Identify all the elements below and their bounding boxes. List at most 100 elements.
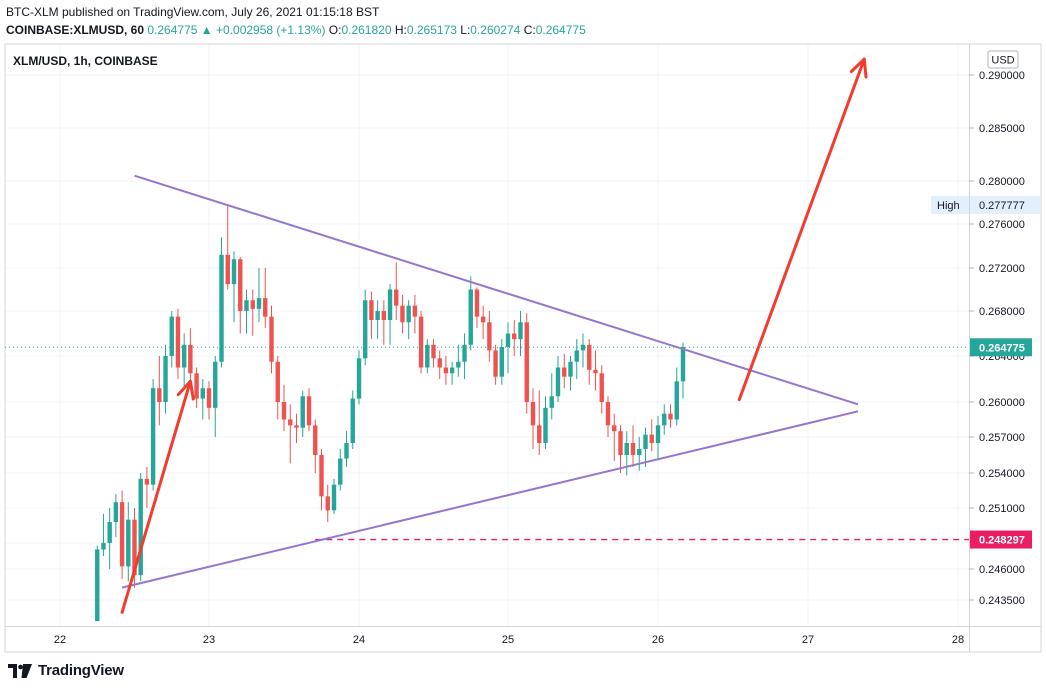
- candle: [356, 350, 362, 405]
- x-tick-label: 24: [353, 634, 365, 646]
- candle: [381, 300, 387, 345]
- x-axis[interactable]: 22 23 24 25 26 27 28: [54, 634, 964, 646]
- arrow-shaft: [737, 57, 866, 402]
- candle-body: [263, 298, 268, 317]
- last-price-box: [970, 338, 1032, 357]
- candle-body: [587, 344, 592, 370]
- candle: [275, 356, 280, 420]
- candle: [474, 287, 480, 328]
- candle-body: [181, 344, 187, 368]
- candle-body: [119, 502, 125, 567]
- candle-body: [680, 347, 686, 382]
- candle: [543, 396, 548, 449]
- candle: [406, 300, 411, 340]
- drawings[interactable]: [5, 57, 969, 614]
- candle-body: [412, 305, 418, 317]
- high-label-text: High: [937, 200, 960, 212]
- candle-body: [630, 443, 636, 455]
- candle: [144, 467, 150, 508]
- low-label: L:: [460, 23, 471, 37]
- candle-body: [363, 300, 368, 359]
- x-tick-label: 23: [203, 634, 215, 646]
- close-label: C:: [523, 23, 536, 37]
- arrow-shaft: [120, 379, 192, 614]
- support-marker: 0.248297: [970, 530, 1032, 549]
- candle: [499, 339, 504, 385]
- candle: [288, 404, 293, 464]
- candle-body: [487, 322, 492, 351]
- publish-info: BTC-XLM published on TradingView.com, Ju…: [6, 5, 380, 19]
- candle-body: [138, 478, 143, 576]
- candle-body: [244, 300, 249, 311]
- y-tick-label: 0.257000: [979, 432, 1025, 444]
- candle: [238, 257, 243, 334]
- candle-body: [269, 316, 274, 362]
- candle: [655, 416, 661, 459]
- candle-body: [449, 367, 455, 374]
- candle: [574, 339, 579, 379]
- candle: [537, 390, 542, 455]
- candle-body: [543, 407, 548, 443]
- candle: [562, 353, 567, 389]
- candle-body: [612, 425, 617, 432]
- candle: [138, 473, 143, 582]
- candle: [668, 404, 673, 428]
- trendline-upper[interactable]: [134, 174, 859, 406]
- candle: [200, 379, 205, 420]
- y-tick-label: 0.290000: [979, 70, 1025, 82]
- candle-body: [275, 361, 280, 402]
- candle-body: [574, 350, 579, 362]
- candles: [95, 204, 686, 622]
- candle-body: [313, 425, 318, 455]
- candle-body: [213, 361, 218, 408]
- candle-body: [418, 316, 424, 368]
- candle-body: [568, 361, 573, 377]
- candle: [95, 545, 100, 622]
- arrow[interactable]: [120, 379, 195, 614]
- arrow[interactable]: [737, 57, 868, 402]
- candle-body: [132, 519, 137, 576]
- y-tick-label: 0.243500: [979, 595, 1025, 607]
- currency-badge[interactable]: USD: [987, 50, 1019, 69]
- x-tick-label: 22: [54, 634, 66, 646]
- candle: [568, 356, 573, 391]
- candle: [206, 381, 212, 420]
- candle-body: [437, 358, 442, 368]
- candle-body: [387, 289, 393, 320]
- candle: [107, 508, 112, 569]
- candle: [219, 237, 224, 368]
- candle-body: [294, 425, 299, 428]
- y-tick-label: 0.280000: [979, 176, 1025, 188]
- support-text: 0.248297: [979, 535, 1025, 547]
- candle: [462, 333, 467, 379]
- high-marker: High 0.277777: [931, 195, 1040, 214]
- candle: [593, 350, 598, 391]
- candle-body: [157, 388, 162, 402]
- candle-body: [150, 388, 156, 485]
- candle: [456, 344, 461, 377]
- candle: [680, 342, 686, 399]
- candle: [181, 333, 187, 389]
- candle-body: [474, 289, 480, 317]
- candle-body: [225, 254, 230, 285]
- candle-body: [530, 402, 536, 426]
- candle-body: [344, 443, 349, 459]
- trendline-lower[interactable]: [121, 410, 859, 589]
- open-value: 0.261820: [341, 23, 392, 37]
- last-price-text: 0.264775: [979, 342, 1025, 354]
- candle: [637, 437, 642, 471]
- support-box: [970, 530, 1032, 549]
- candle: [480, 305, 486, 340]
- x-tick-label: 26: [652, 634, 664, 646]
- candle-body: [537, 425, 542, 443]
- x-tick-label: 28: [952, 634, 964, 646]
- candle: [524, 313, 529, 414]
- candle-body: [144, 478, 150, 485]
- candle-body: [231, 259, 237, 285]
- candle: [225, 204, 230, 290]
- candle: [113, 494, 119, 538]
- brand-label: TradingView: [38, 662, 124, 679]
- candle: [163, 344, 168, 414]
- tradingview-logo[interactable]: TradingView: [8, 662, 124, 679]
